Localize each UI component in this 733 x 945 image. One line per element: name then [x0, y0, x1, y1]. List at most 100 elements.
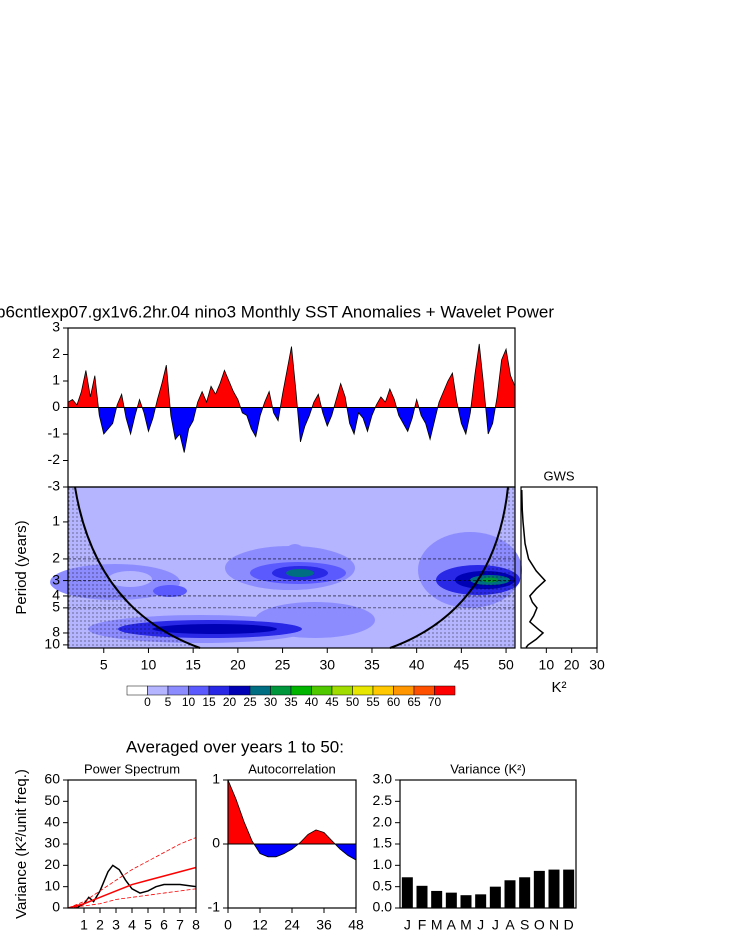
- x-tick-label: 10: [539, 657, 555, 673]
- y-tick-label: 8: [52, 624, 60, 640]
- x-tick-label: M: [431, 917, 443, 933]
- y-tick-label: 3: [52, 319, 60, 335]
- x-tick-label: A: [447, 917, 457, 933]
- x-tick-label: J: [477, 917, 484, 933]
- y-tick-label: 2.0: [373, 813, 393, 829]
- colorbar-box: [413, 685, 435, 696]
- x-tick-label: A: [505, 917, 515, 933]
- x-tick-label: J: [404, 917, 411, 933]
- x-axis-label: K²: [552, 679, 567, 696]
- bar: [460, 895, 472, 908]
- bar: [445, 892, 457, 908]
- y-axis-label: Variance (K²/unit freq.): [13, 769, 30, 919]
- area-outline: [67, 343, 516, 453]
- y-tick-label: 1: [52, 372, 60, 388]
- y-tick-label: 0.5: [373, 877, 393, 893]
- colorbar-box: [126, 685, 148, 696]
- colorbar-box: [434, 685, 456, 696]
- y-tick-label: 40: [44, 813, 60, 829]
- y-tick-label: 50: [44, 792, 60, 808]
- colorbar-box: [372, 685, 394, 696]
- bar: [548, 869, 560, 908]
- y-tick-label: -1: [208, 899, 221, 915]
- bar: [431, 890, 443, 908]
- x-tick-label: 24: [284, 917, 300, 933]
- x-tick-label: 30: [319, 657, 335, 673]
- colorbar-label: 35: [284, 695, 298, 709]
- colorbar-box: [249, 685, 271, 696]
- spectrum-line: [68, 837, 196, 908]
- panel-title: Autocorrelation: [248, 761, 335, 776]
- colorbar-label: 50: [346, 695, 360, 709]
- x-tick-label: N: [549, 917, 559, 933]
- colorbar-box: [188, 685, 210, 696]
- panel-title: Power Spectrum: [84, 761, 180, 776]
- wavelet-field: [50, 486, 522, 649]
- colorbar-box: [311, 685, 333, 696]
- x-tick-label: 35: [364, 657, 380, 673]
- x-tick-label: 15: [185, 657, 201, 673]
- y-tick-label: 1: [212, 771, 220, 787]
- x-tick-label: 0: [224, 917, 232, 933]
- bar: [489, 886, 501, 908]
- colorbar-label: 65: [407, 695, 421, 709]
- panel-title: Variance (K²): [450, 761, 526, 776]
- colorbar-box: [290, 685, 312, 696]
- x-tick-label: 3: [112, 917, 120, 933]
- bar: [533, 870, 545, 908]
- colorbar-label: 45: [325, 695, 339, 709]
- bar: [475, 894, 487, 908]
- y-tick-label: 2: [52, 345, 60, 361]
- x-tick-label: 7: [176, 917, 184, 933]
- x-tick-label: 5: [144, 917, 152, 933]
- y-tick-label: 0: [212, 835, 220, 851]
- y-tick-label: 20: [44, 856, 60, 872]
- x-tick-label: 25: [275, 657, 291, 673]
- y-tick-label: 0: [52, 899, 60, 915]
- figure-title: b6cntlexp07.gx1v6.2hr.04 nino3 Monthly S…: [0, 302, 554, 321]
- y-tick-label: 30: [44, 835, 60, 851]
- positive-area: [228, 780, 356, 844]
- colorbar-label: 10: [182, 695, 196, 709]
- y-tick-label: -2: [48, 451, 61, 467]
- spectrum-line: [68, 866, 196, 908]
- negative-area: [228, 844, 356, 860]
- colorbar-label: 30: [264, 695, 278, 709]
- x-tick-label: S: [520, 917, 529, 933]
- y-tick-label: 3: [52, 571, 60, 587]
- panel-title: GWS: [543, 468, 574, 483]
- y-tick-label: 2.5: [373, 792, 393, 808]
- y-tick-label: -1: [48, 425, 61, 441]
- colorbar-label: 20: [223, 695, 237, 709]
- colorbar-label: 5: [165, 695, 172, 709]
- x-tick-label: D: [564, 917, 574, 933]
- plot-frame: [67, 486, 516, 649]
- bar: [416, 885, 428, 908]
- y-tick-label: 10: [44, 636, 60, 652]
- colorbar-label: 15: [202, 695, 216, 709]
- colorbar-label: 60: [387, 695, 401, 709]
- positive-area: [68, 343, 515, 408]
- spectrum-line: [68, 888, 196, 908]
- colorbar-label: 0: [144, 695, 151, 709]
- colorbar-box: [167, 685, 189, 696]
- x-tick-label: 12: [252, 917, 268, 933]
- y-tick-label: 1.0: [373, 856, 393, 872]
- x-tick-label: 40: [409, 657, 425, 673]
- x-tick-label: 36: [316, 917, 332, 933]
- y-tick-label: 1: [52, 513, 60, 529]
- bar: [519, 877, 531, 908]
- y-axis-label: Period (years): [13, 520, 30, 614]
- spectrum-line: [75, 864, 196, 908]
- colorbar-box: [270, 685, 292, 696]
- colorbar-label: 55: [366, 695, 380, 709]
- colorbar-box: [229, 685, 251, 696]
- y-tick-label: 0.0: [373, 899, 393, 915]
- colorbar-box: [208, 685, 230, 696]
- y-tick-label: 0: [52, 398, 60, 414]
- y-tick-label: -3: [48, 478, 61, 494]
- x-tick-label: 20: [230, 657, 246, 673]
- x-tick-label: 5: [100, 657, 108, 673]
- colorbar-box: [147, 685, 169, 696]
- x-tick-label: M: [460, 917, 472, 933]
